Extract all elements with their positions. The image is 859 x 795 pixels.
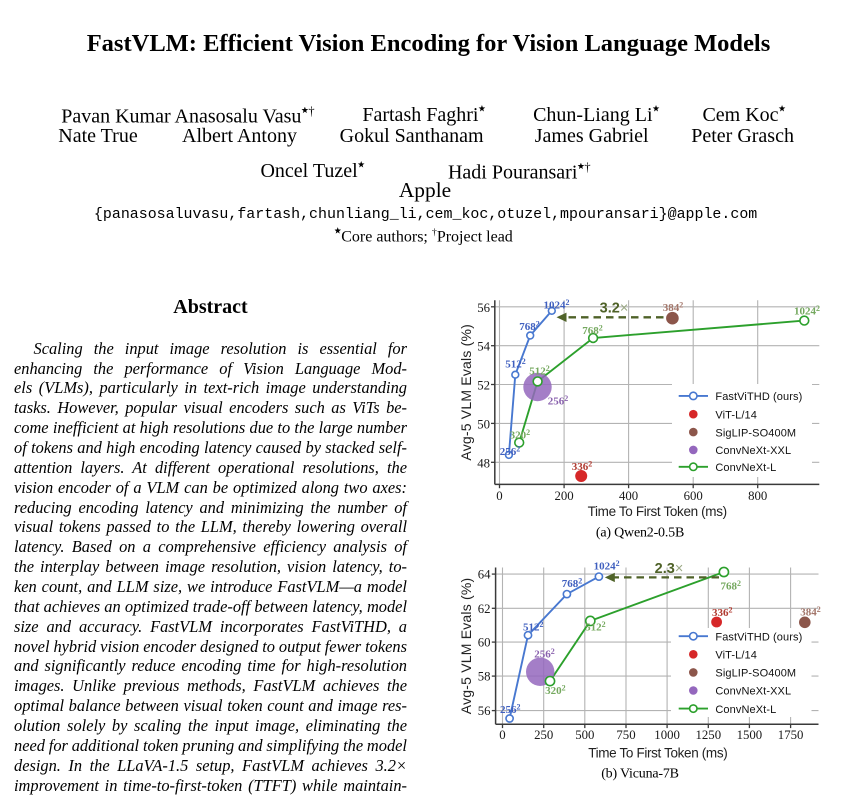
svg-text:3.2×: 3.2× xyxy=(600,300,629,316)
svg-text:ConvNeXt-L: ConvNeXt-L xyxy=(715,462,776,474)
svg-text:800: 800 xyxy=(748,489,767,503)
svg-text:750: 750 xyxy=(616,728,635,742)
svg-text:ConvNeXt-XXL: ConvNeXt-XXL xyxy=(715,445,791,457)
svg-text:3362: 3362 xyxy=(712,606,733,620)
svg-text:1000: 1000 xyxy=(654,728,680,742)
svg-text:ViT-L/14: ViT-L/14 xyxy=(715,409,757,421)
svg-text:600: 600 xyxy=(684,489,703,503)
svg-text:50: 50 xyxy=(477,417,490,431)
svg-text:5122: 5122 xyxy=(529,364,550,378)
svg-text:Avg-5 VLM Evals (%): Avg-5 VLM Evals (%) xyxy=(458,324,474,461)
svg-text:5122: 5122 xyxy=(585,620,606,634)
svg-text:(a) Qwen2-0.5B: (a) Qwen2-0.5B xyxy=(596,526,684,541)
svg-text:3202: 3202 xyxy=(545,683,566,697)
svg-text:Avg-5 VLM Evals (%): Avg-5 VLM Evals (%) xyxy=(458,578,474,715)
svg-text:52: 52 xyxy=(477,379,490,393)
svg-text:3362: 3362 xyxy=(572,460,593,474)
svg-text:400: 400 xyxy=(619,489,638,503)
svg-text:2.3×: 2.3× xyxy=(655,561,684,577)
svg-text:SigLIP-SO400M: SigLIP-SO400M xyxy=(715,668,796,680)
svg-text:ConvNeXt-L: ConvNeXt-L xyxy=(715,704,776,716)
svg-text:56: 56 xyxy=(478,704,491,718)
svg-text:62: 62 xyxy=(478,602,491,616)
svg-text:7682: 7682 xyxy=(562,577,583,591)
svg-text:10242: 10242 xyxy=(794,304,820,318)
svg-text:Time To First Token (ms): Time To First Token (ms) xyxy=(588,746,727,761)
svg-text:7682: 7682 xyxy=(519,320,540,334)
svg-text:3842: 3842 xyxy=(800,605,821,619)
svg-text:64: 64 xyxy=(478,568,491,582)
svg-text:1500: 1500 xyxy=(737,728,763,742)
svg-text:2562: 2562 xyxy=(500,445,521,459)
svg-text:56: 56 xyxy=(477,301,490,315)
svg-text:58: 58 xyxy=(478,670,491,684)
svg-text:5122: 5122 xyxy=(523,620,544,634)
svg-text:SigLIP-SO400M: SigLIP-SO400M xyxy=(715,427,796,439)
svg-text:10242: 10242 xyxy=(594,559,620,573)
svg-text:FastViTHD (ours): FastViTHD (ours) xyxy=(715,631,802,643)
svg-text:48: 48 xyxy=(477,456,490,470)
svg-text:ConvNeXt-XXL: ConvNeXt-XXL xyxy=(715,686,791,698)
svg-text:FastViTHD (ours): FastViTHD (ours) xyxy=(715,391,802,403)
svg-text:7682: 7682 xyxy=(720,579,741,593)
svg-text:2562: 2562 xyxy=(500,703,521,717)
svg-text:(b) Vicuna-7B: (b) Vicuna-7B xyxy=(601,767,679,782)
svg-text:2562: 2562 xyxy=(548,394,569,408)
svg-text:0: 0 xyxy=(496,489,502,503)
svg-text:Time To First Token (ms): Time To First Token (ms) xyxy=(588,504,727,519)
svg-text:500: 500 xyxy=(575,728,594,742)
svg-text:1750: 1750 xyxy=(778,728,804,742)
svg-text:54: 54 xyxy=(477,340,490,354)
svg-text:5122: 5122 xyxy=(505,357,526,371)
svg-text:2562: 2562 xyxy=(534,647,555,661)
svg-text:3202: 3202 xyxy=(510,428,531,442)
svg-text:7682: 7682 xyxy=(582,324,603,338)
svg-text:250: 250 xyxy=(534,728,553,742)
svg-text:10242: 10242 xyxy=(544,298,570,312)
svg-text:200: 200 xyxy=(554,489,573,503)
svg-text:ViT-L/14: ViT-L/14 xyxy=(715,650,757,662)
svg-text:0: 0 xyxy=(499,728,505,742)
svg-text:60: 60 xyxy=(478,636,491,650)
svg-text:3842: 3842 xyxy=(663,301,684,315)
svg-text:1250: 1250 xyxy=(696,728,722,742)
